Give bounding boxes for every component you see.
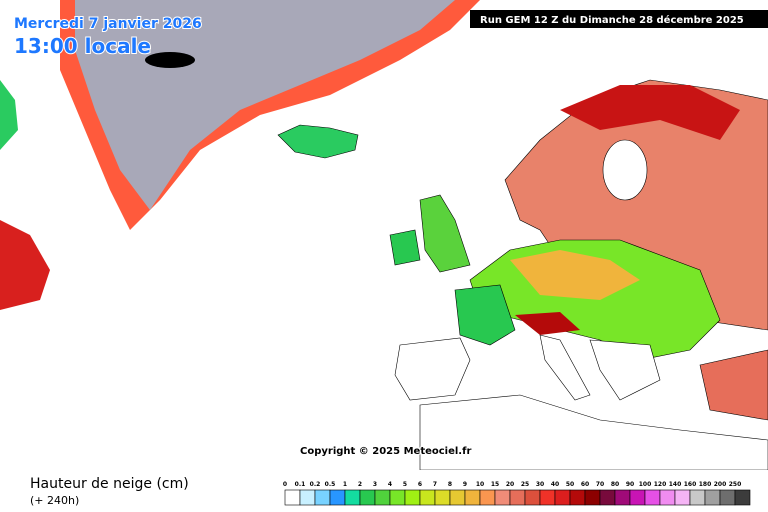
legend-label: 15	[491, 481, 499, 488]
alps	[515, 312, 580, 335]
baltic-sea	[602, 139, 648, 201]
legend-label: 9	[463, 481, 467, 488]
legend-label: 200	[714, 481, 727, 488]
legend-swatch	[479, 489, 496, 506]
legend-label: 25	[521, 481, 529, 488]
turkey	[699, 349, 768, 421]
legend-label: 6	[418, 481, 422, 488]
run-box	[470, 10, 768, 28]
legend-swatch	[734, 489, 751, 506]
legend-swatch	[659, 489, 676, 506]
legend-swatch	[569, 489, 586, 506]
legend-label: 20	[506, 481, 514, 488]
legend-swatch	[614, 489, 631, 506]
legend-swatch	[719, 489, 736, 506]
legend-label: 0.2	[310, 481, 321, 488]
time: 13:00 locale	[14, 34, 151, 58]
legend-swatch	[449, 489, 466, 506]
legend-swatch	[404, 489, 421, 506]
legend-swatch	[494, 489, 511, 506]
legend-swatch	[509, 489, 526, 506]
legend-label: 90	[626, 481, 634, 488]
legend-swatch	[419, 489, 436, 506]
legend-label: 1	[343, 481, 347, 488]
legend-swatch	[629, 489, 646, 506]
run-info: Run GEM 12 Z du Dimanche 28 décembre 202…	[480, 14, 744, 26]
legend-label: 80	[611, 481, 619, 488]
legend-label: 70	[596, 481, 604, 488]
balkans	[589, 339, 661, 401]
legend-label: 2	[358, 481, 362, 488]
legend-label: 4	[388, 481, 392, 488]
legend-title: Hauteur de neige (cm)	[30, 476, 189, 492]
legend-swatch	[284, 489, 301, 506]
legend-swatch	[314, 489, 331, 506]
legend-label: 160	[684, 481, 697, 488]
legend-label: 100	[639, 481, 652, 488]
ireland	[389, 229, 421, 266]
legend-swatch	[539, 489, 556, 506]
legend-label: 250	[729, 481, 742, 488]
legend-swatch	[344, 489, 361, 506]
legend-label: 180	[699, 481, 712, 488]
legend-swatch	[674, 489, 691, 506]
legend-swatch	[524, 489, 541, 506]
legend-label: 0.1	[295, 481, 306, 488]
canada-north	[0, 80, 18, 150]
legend-swatch	[299, 489, 316, 506]
legend-label: 8	[448, 481, 452, 488]
legend-label: 120	[654, 481, 667, 488]
legend-label: 0	[283, 481, 287, 488]
italy	[539, 334, 591, 401]
legend-swatch	[584, 489, 601, 506]
legend-swatch	[554, 489, 571, 506]
great-britain	[419, 194, 471, 273]
legend-scale: 0 0.1 0.2 0.5 1 2 3 4 5 6 7 8 9 10 15 20 25 30 40 50 60 70 80 9…	[283, 481, 751, 506]
lake	[145, 52, 195, 68]
france	[454, 284, 516, 346]
canada	[0, 220, 50, 310]
legend-swatch	[644, 489, 661, 506]
legend-label: 5	[403, 481, 407, 488]
legend-label: 30	[536, 481, 544, 488]
legend-label: 0.5	[325, 481, 336, 488]
legend-label: 7	[433, 481, 437, 488]
legend-label: 50	[566, 481, 574, 488]
legend-swatch	[374, 489, 391, 506]
iceland	[277, 124, 359, 159]
date: Mercredi 7 janvier 2026	[14, 16, 202, 32]
legend-swatch	[359, 489, 376, 506]
legend-label: 40	[551, 481, 559, 488]
legend-label: 10	[476, 481, 484, 488]
legend-label: 3	[373, 481, 377, 488]
copyright: Copyright © 2025 Meteociel.fr	[300, 446, 471, 457]
lapland	[560, 85, 740, 140]
legend-label: 60	[581, 481, 589, 488]
legend-swatch	[434, 489, 451, 506]
legend-swatch	[389, 489, 406, 506]
legend-swatch	[464, 489, 481, 506]
legend-lead: (+ 240h)	[30, 494, 79, 507]
legend-label: 140	[669, 481, 682, 488]
iberia	[394, 337, 471, 401]
legend-swatch	[599, 489, 616, 506]
legend-swatch	[329, 489, 346, 506]
legend-swatch	[704, 489, 721, 506]
legend-swatch	[689, 489, 706, 506]
germany-poland	[510, 250, 640, 300]
